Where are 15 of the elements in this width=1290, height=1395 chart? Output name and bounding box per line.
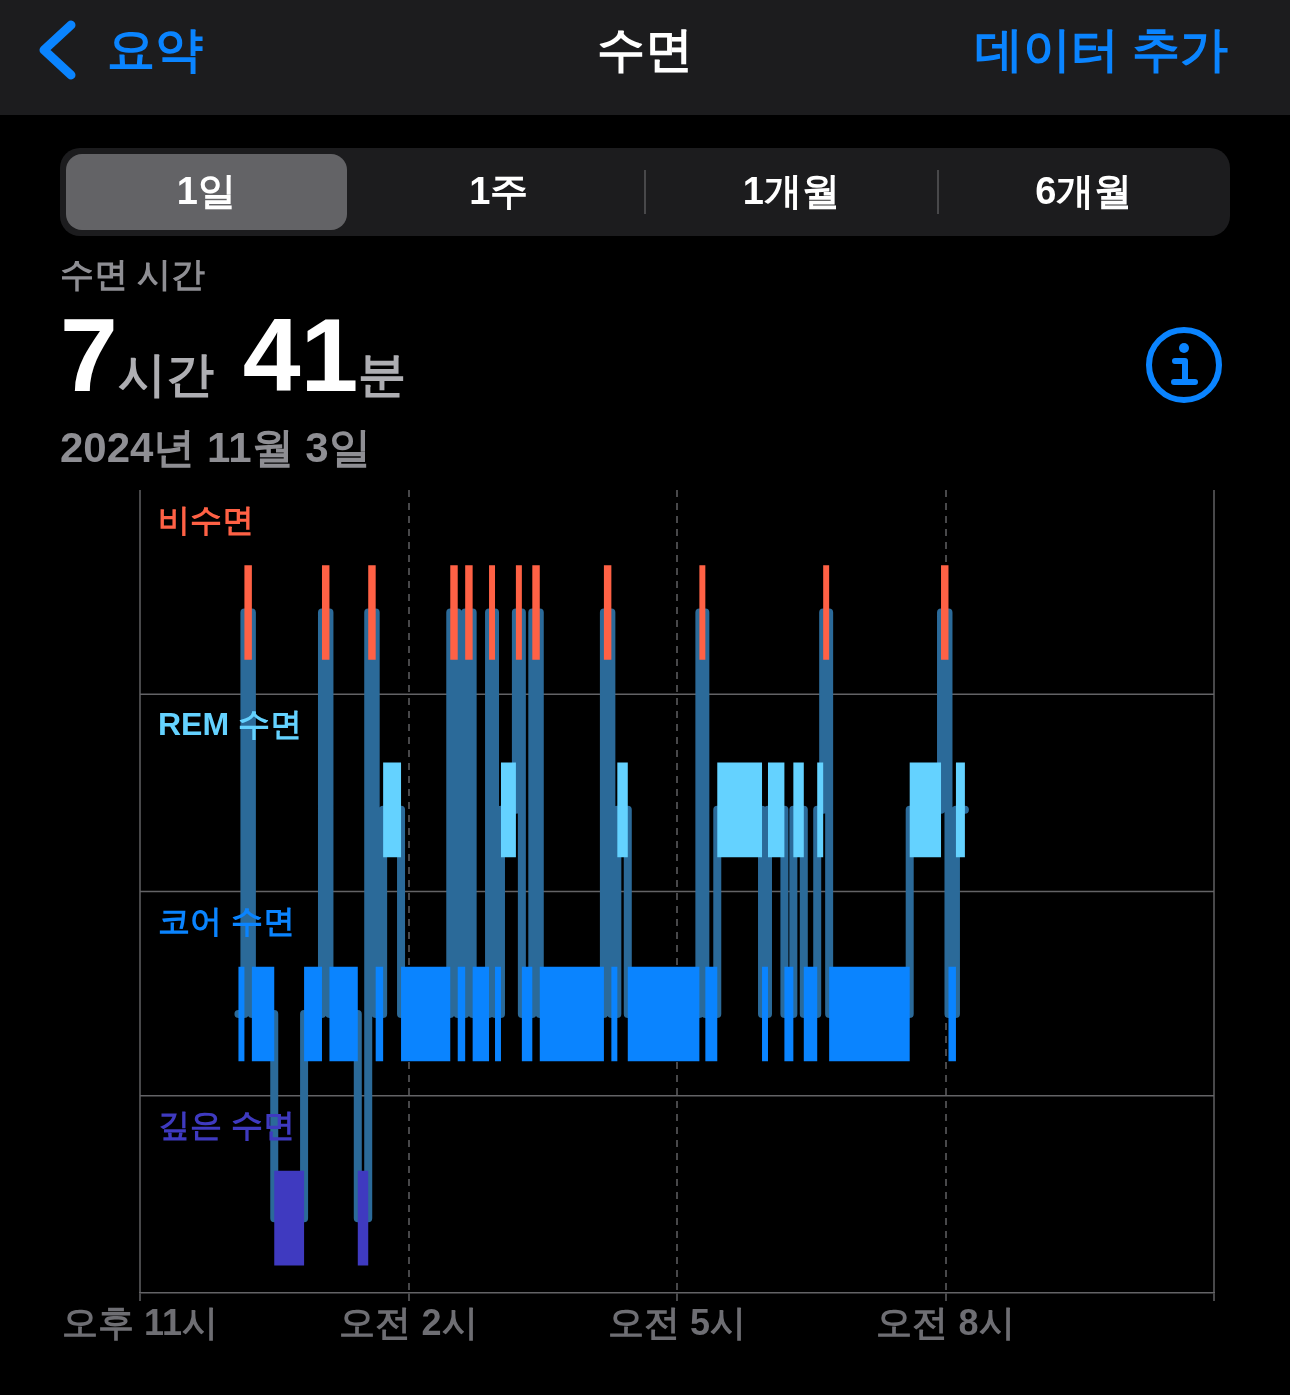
chart-title: 수면 (596, 22, 694, 78)
x-tick-label: 오전 5시 (607, 1301, 747, 1343)
text: 수면 시간 (60, 254, 206, 295)
text: 1주 (468, 169, 530, 214)
x-tick-label: 오전 8시 (876, 1301, 1015, 1343)
text: 요약 (107, 22, 203, 78)
text: 6개월 (1034, 169, 1134, 214)
text: 7시간 41분 (60, 297, 407, 413)
text: 2024년 11월 3일 (60, 423, 371, 473)
text: 비수면 (158, 501, 254, 538)
text: 1일 (175, 169, 237, 214)
x-tick-label: 오후 11시 (61, 1301, 219, 1343)
text: 데이터 추가 (974, 22, 1228, 78)
text: 1개월 (741, 169, 841, 214)
x-tick-label: 오전 2시 (339, 1301, 478, 1343)
